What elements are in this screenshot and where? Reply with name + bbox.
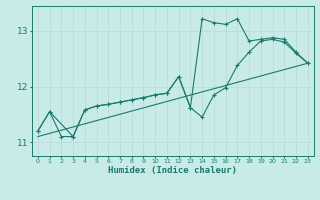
X-axis label: Humidex (Indice chaleur): Humidex (Indice chaleur) (108, 166, 237, 175)
